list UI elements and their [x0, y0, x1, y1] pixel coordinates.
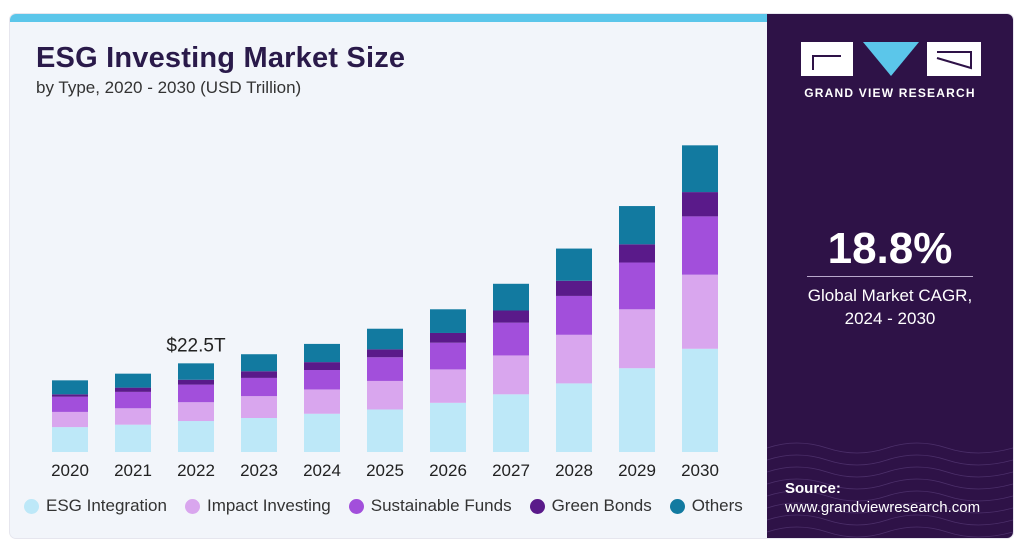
legend-label: Green Bonds: [551, 496, 652, 515]
brand-name: GRAND VIEW RESEARCH: [804, 86, 976, 100]
x-tick-label: 2024: [303, 461, 341, 480]
bar-segment-2023-impact-investing: [241, 396, 277, 418]
bar-segment-2021-impact-investing: [115, 408, 151, 425]
legend-label: Sustainable Funds: [370, 496, 512, 515]
legend-swatch: [348, 498, 364, 514]
bar-segment-2020-green-bonds: [52, 394, 88, 397]
legend-item-sustainable-funds: Sustainable Funds: [348, 496, 512, 516]
bar-segment-2030-impact-investing: [682, 274, 718, 349]
bar-segment-2025-impact-investing: [367, 380, 403, 410]
bar-segment-2028-green-bonds: [556, 280, 592, 296]
x-tick-label: 2028: [555, 461, 593, 480]
bar-segment-2026-sustainable-funds: [430, 342, 466, 370]
bar-segment-2026-impact-investing: [430, 369, 466, 403]
bar-segment-2030-green-bonds: [682, 192, 718, 217]
x-tick-label: 2025: [366, 461, 404, 480]
stacked-bar-chart: 2020 2021 2022 $22.5T 2023 2024 2025 2026 2027 20…: [51, 145, 719, 480]
cagr-label: Global Market CAGR, 2024 - 2030: [767, 284, 1013, 330]
bar-segment-2023-green-bonds: [241, 371, 277, 378]
bar-segment-2025-esg-integration: [367, 409, 403, 452]
bar-segment-2027-impact-investing: [493, 355, 529, 395]
bar-segment-2023-others: [241, 354, 277, 372]
bar-segment-2021-others: [115, 373, 151, 388]
bar-segment-2025-others: [367, 328, 403, 350]
bar-segment-2022-impact-investing: [178, 402, 214, 422]
legend-item-impact-investing: Impact Investing: [184, 496, 331, 516]
chart-title: ESG Investing Market Size: [36, 42, 406, 74]
bar-segment-2020-esg-integration: [52, 427, 88, 452]
x-tick-label: 2029: [618, 461, 656, 480]
bar-segment-2024-esg-integration: [304, 413, 340, 452]
bar-segment-2023-esg-integration: [241, 417, 277, 452]
bar-segment-2020-impact-investing: [52, 411, 88, 428]
bar-segment-2020-sustainable-funds: [52, 396, 88, 412]
bar-segment-2027-others: [493, 283, 529, 311]
x-tick-label: 2030: [681, 461, 719, 480]
bar-segment-2028-others: [556, 248, 592, 281]
bar-annotation-label: $22.5T: [166, 335, 226, 356]
legend-item-esg-integration: ESG Integration: [24, 496, 167, 516]
legend-swatch: [529, 498, 545, 514]
legend-item-green-bonds: Green Bonds: [529, 496, 652, 516]
bar-segment-2026-others: [430, 309, 466, 333]
bar-segment-2021-sustainable-funds: [115, 391, 151, 409]
bar-segment-2021-esg-integration: [115, 424, 151, 452]
chart-legend: ESG Integration Impact Investing Sustain…: [24, 496, 743, 516]
cagr-label-line1: Global Market CAGR,: [807, 286, 973, 305]
bar-segment-2024-sustainable-funds: [304, 370, 340, 390]
cagr-value: 18.8%: [827, 224, 953, 273]
cagr-label-line2: 2024 - 2030: [844, 309, 936, 328]
legend-label: ESG Integration: [46, 496, 167, 515]
bar-segment-2020-others: [52, 380, 88, 395]
bar-segment-2028-impact-investing: [556, 334, 592, 384]
stats-panel: GRAND VIEW RESEARCH 18.8% Global Market …: [767, 14, 1013, 538]
bar-segment-2024-impact-investing: [304, 389, 340, 414]
bar-segment-2026-green-bonds: [430, 332, 466, 343]
legend-label: Others: [691, 496, 743, 515]
x-tick-label: 2023: [240, 461, 278, 480]
chart-subtitle: by Type, 2020 - 2030 (USD Trillion): [36, 78, 302, 97]
x-tick-label: 2022: [177, 461, 215, 480]
bar-segment-2023-sustainable-funds: [241, 377, 277, 397]
x-tick-label: 2026: [429, 461, 467, 480]
bar-segment-2027-esg-integration: [493, 394, 529, 452]
legend-label: Impact Investing: [206, 496, 331, 515]
bar-segment-2027-green-bonds: [493, 310, 529, 323]
bar-segment-2029-green-bonds: [619, 244, 655, 263]
bar-segment-2029-esg-integration: [619, 368, 655, 452]
bar-segment-2025-green-bonds: [367, 349, 403, 358]
bar-segment-2022-others: [178, 363, 214, 380]
x-tick-label: 2020: [51, 461, 89, 480]
bar-segment-2024-others: [304, 343, 340, 363]
bar-segment-2025-sustainable-funds: [367, 357, 403, 381]
bar-segment-2026-esg-integration: [430, 402, 466, 452]
bar-segment-2022-esg-integration: [178, 421, 214, 452]
x-tick-label: 2027: [492, 461, 530, 480]
bar-segment-2028-sustainable-funds: [556, 295, 592, 335]
bar-segment-2029-others: [619, 206, 655, 245]
bar-segment-2027-sustainable-funds: [493, 322, 529, 356]
bar-segment-2030-others: [682, 145, 718, 193]
legend-swatch: [184, 498, 200, 514]
legend-swatch: [24, 498, 39, 514]
bar-segment-2022-sustainable-funds: [178, 384, 214, 403]
accent-bar: [10, 14, 767, 22]
wave-pattern: [767, 442, 1013, 538]
bar-segment-2028-esg-integration: [556, 383, 592, 452]
bar-segment-2030-esg-integration: [682, 348, 718, 452]
divider: [807, 276, 973, 277]
legend-swatch: [669, 498, 685, 514]
source-label: Source:: [785, 480, 841, 497]
bar-segment-2022-green-bonds: [178, 379, 214, 385]
gvr-logo-icon: [801, 42, 981, 76]
bar-segment-2030-sustainable-funds: [682, 216, 718, 275]
bar-segment-2029-sustainable-funds: [619, 262, 655, 310]
source-url: www.grandviewresearch.com: [785, 499, 981, 516]
chart-card: ESG Investing Market Size by Type, 2020 …: [10, 14, 1013, 538]
bar-segment-2029-impact-investing: [619, 309, 655, 369]
legend-item-others: Others: [669, 496, 743, 516]
bar-segment-2021-green-bonds: [115, 387, 151, 392]
x-tick-label: 2021: [114, 461, 152, 480]
bar-segment-2024-green-bonds: [304, 362, 340, 371]
